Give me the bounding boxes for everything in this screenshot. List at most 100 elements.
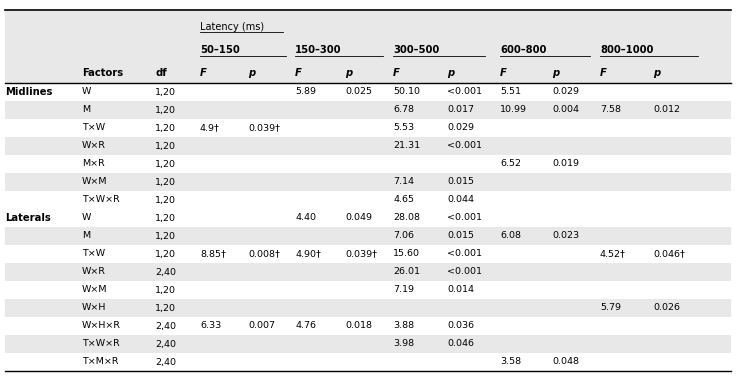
Text: 300–500: 300–500: [393, 45, 439, 55]
Text: p: p: [345, 68, 352, 78]
Text: 0.029: 0.029: [552, 87, 579, 96]
Text: Midlines: Midlines: [5, 87, 52, 97]
Text: 7.19: 7.19: [393, 285, 414, 294]
Text: 4.90†: 4.90†: [295, 250, 321, 259]
Text: 4.52†: 4.52†: [600, 250, 626, 259]
Text: p: p: [552, 68, 559, 78]
Text: 3.98: 3.98: [393, 340, 414, 349]
Text: M: M: [82, 232, 90, 241]
Text: 0.017: 0.017: [447, 106, 474, 115]
Text: F: F: [500, 68, 507, 78]
Text: 0.039†: 0.039†: [345, 250, 377, 259]
Text: T×W×R: T×W×R: [82, 195, 120, 204]
Text: 5.79: 5.79: [600, 303, 621, 312]
Text: 0.046†: 0.046†: [653, 250, 685, 259]
Bar: [5, 40, 731, 60]
Text: 8.85†: 8.85†: [200, 250, 226, 259]
Text: 0.007: 0.007: [248, 321, 275, 330]
Text: 1,20: 1,20: [155, 142, 176, 151]
Text: 0.015: 0.015: [447, 177, 474, 186]
Text: 0.036: 0.036: [447, 321, 474, 330]
Text: 0.014: 0.014: [447, 285, 474, 294]
Text: 4.76: 4.76: [295, 321, 316, 330]
Text: W: W: [82, 87, 91, 96]
Text: 7.14: 7.14: [393, 177, 414, 186]
Text: 50.10: 50.10: [393, 87, 420, 96]
Text: 0.026: 0.026: [653, 303, 680, 312]
Text: 1,20: 1,20: [155, 250, 176, 259]
Text: W×R: W×R: [82, 268, 106, 277]
Text: <0.001: <0.001: [447, 268, 482, 277]
Text: Latency (ms): Latency (ms): [200, 22, 264, 32]
Text: M: M: [82, 106, 90, 115]
Text: 4.9†: 4.9†: [200, 124, 220, 133]
Text: W×M: W×M: [82, 177, 107, 186]
Text: 0.046: 0.046: [447, 340, 474, 349]
Text: 6.52: 6.52: [500, 160, 521, 168]
Text: 1,20: 1,20: [155, 232, 176, 241]
Text: 0.018: 0.018: [345, 321, 372, 330]
Text: p: p: [248, 68, 255, 78]
Text: W×M: W×M: [82, 285, 107, 294]
Bar: [5, 60, 731, 83]
Text: F: F: [600, 68, 607, 78]
Text: 2,40: 2,40: [155, 321, 176, 330]
Text: 0.039†: 0.039†: [248, 124, 280, 133]
Text: <0.001: <0.001: [447, 213, 482, 223]
Text: 28.08: 28.08: [393, 213, 420, 223]
Bar: [5, 101, 731, 119]
Text: 800–1000: 800–1000: [600, 45, 654, 55]
Text: 7.58: 7.58: [600, 106, 621, 115]
Text: <0.001: <0.001: [447, 87, 482, 96]
Text: 6.08: 6.08: [500, 232, 521, 241]
Text: 2,40: 2,40: [155, 358, 176, 367]
Text: 21.31: 21.31: [393, 142, 420, 151]
Text: 0.012: 0.012: [653, 106, 680, 115]
Text: F: F: [200, 68, 207, 78]
Text: W×H×R: W×H×R: [82, 321, 121, 330]
Text: 1,20: 1,20: [155, 303, 176, 312]
Text: 1,20: 1,20: [155, 160, 176, 168]
Text: 1,20: 1,20: [155, 177, 176, 186]
Text: 3.58: 3.58: [500, 358, 521, 367]
Text: T×W: T×W: [82, 250, 105, 259]
Text: 5.53: 5.53: [393, 124, 414, 133]
Text: 0.025: 0.025: [345, 87, 372, 96]
Text: 1,20: 1,20: [155, 106, 176, 115]
Text: 1,20: 1,20: [155, 195, 176, 204]
Text: df: df: [155, 68, 167, 78]
Bar: [5, 137, 731, 155]
Text: <0.001: <0.001: [447, 250, 482, 259]
Text: 5.89: 5.89: [295, 87, 316, 96]
Text: W×H: W×H: [82, 303, 107, 312]
Bar: [5, 11, 731, 40]
Bar: [5, 263, 731, 281]
Text: F: F: [295, 68, 302, 78]
Text: 0.049: 0.049: [345, 213, 372, 223]
Text: 7.06: 7.06: [393, 232, 414, 241]
Bar: [5, 299, 731, 317]
Text: W×R: W×R: [82, 142, 106, 151]
Text: 150–300: 150–300: [295, 45, 342, 55]
Bar: [5, 227, 731, 245]
Text: W: W: [82, 213, 91, 223]
Text: 6.78: 6.78: [393, 106, 414, 115]
Text: T×W: T×W: [82, 124, 105, 133]
Text: 6.33: 6.33: [200, 321, 222, 330]
Bar: [5, 335, 731, 353]
Text: 0.004: 0.004: [552, 106, 579, 115]
Text: p: p: [447, 68, 454, 78]
Text: 2,40: 2,40: [155, 340, 176, 349]
Text: M×R: M×R: [82, 160, 105, 168]
Text: 0.023: 0.023: [552, 232, 579, 241]
Text: 0.019: 0.019: [552, 160, 579, 168]
Text: Factors: Factors: [82, 68, 123, 78]
Text: <0.001: <0.001: [447, 142, 482, 151]
Bar: [5, 173, 731, 191]
Text: 1,20: 1,20: [155, 87, 176, 96]
Text: 5.51: 5.51: [500, 87, 521, 96]
Text: 0.048: 0.048: [552, 358, 579, 367]
Text: 1,20: 1,20: [155, 213, 176, 223]
Text: p: p: [653, 68, 660, 78]
Text: 10.99: 10.99: [500, 106, 527, 115]
